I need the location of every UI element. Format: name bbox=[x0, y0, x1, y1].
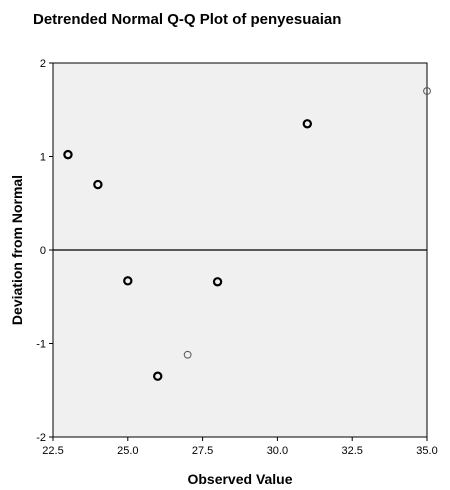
data-point bbox=[212, 277, 223, 287]
x-axis-ticks: 22.5 25.0 27.5 30.0 32.5 35.0 bbox=[42, 437, 438, 457]
x-tick-label: 32.5 bbox=[341, 445, 362, 457]
x-tick-label: 35.0 bbox=[416, 445, 437, 457]
data-point bbox=[302, 119, 313, 129]
y-tick-label: 2 bbox=[40, 58, 46, 70]
x-axis-label: Observed Value bbox=[187, 471, 292, 487]
y-axis-label: Deviation from Normal bbox=[9, 175, 25, 325]
y-tick-label: -1 bbox=[36, 339, 46, 351]
y-tick-label: 0 bbox=[40, 245, 46, 257]
y-tick-label: 1 bbox=[40, 152, 46, 164]
data-point bbox=[423, 87, 431, 95]
chart-title: Detrended Normal Q-Q Plot of penyesuaian bbox=[33, 11, 341, 28]
y-axis-ticks: 2 1 0 -1 -2 bbox=[36, 58, 53, 444]
data-point bbox=[183, 350, 192, 359]
data-points bbox=[63, 87, 431, 381]
x-tick-label: 25.0 bbox=[117, 445, 138, 457]
data-point bbox=[153, 371, 163, 381]
x-tick-label: 27.5 bbox=[192, 445, 213, 457]
data-point bbox=[123, 276, 133, 286]
x-tick-label: 22.5 bbox=[42, 445, 63, 457]
data-point bbox=[63, 149, 73, 160]
x-tick-label: 30.0 bbox=[267, 445, 288, 457]
y-tick-label: -2 bbox=[36, 432, 46, 444]
data-point bbox=[93, 179, 103, 190]
